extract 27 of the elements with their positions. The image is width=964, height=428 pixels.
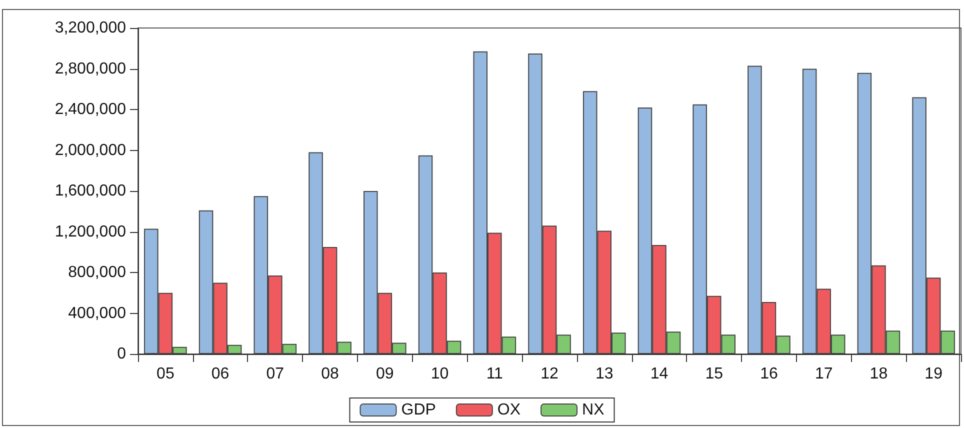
x-tick-label: 13 [595, 366, 614, 382]
x-tick-label: 10 [430, 366, 449, 382]
x-tick-label: 14 [650, 366, 668, 382]
x-tick-label: 06 [211, 366, 230, 382]
y-tick-label: 1,200,000 [54, 223, 126, 240]
x-tick-label: 05 [156, 366, 174, 382]
y-tick-label: 1,600,000 [54, 182, 126, 200]
legend-label: NX [582, 402, 605, 418]
y-tick-label: 0 [117, 346, 126, 362]
x-tick-label: 12 [540, 366, 558, 382]
legend-label: OX [497, 402, 521, 418]
x-tick-label: 08 [321, 366, 340, 382]
x-tick-label: 18 [870, 366, 888, 382]
x-tick-label: 16 [760, 366, 778, 382]
x-tick-label: 11 [486, 366, 504, 382]
legend-label: GDP [401, 402, 436, 418]
x-tick-label: 09 [376, 366, 394, 382]
y-tick-label: 2,800,000 [54, 60, 126, 78]
x-tick-label: 15 [705, 366, 724, 382]
x-tick-label: 07 [266, 366, 284, 382]
y-tick-label: 2,400,000 [54, 101, 126, 118]
x-tick-label: 19 [924, 366, 943, 382]
y-tick-label: 2,000,000 [54, 142, 126, 159]
x-tick-label: 17 [814, 366, 833, 382]
y-tick-label: 400,000 [68, 304, 126, 322]
y-tick-label: 3,200,000 [54, 20, 126, 36]
y-tick-label: 800,000 [68, 264, 126, 281]
